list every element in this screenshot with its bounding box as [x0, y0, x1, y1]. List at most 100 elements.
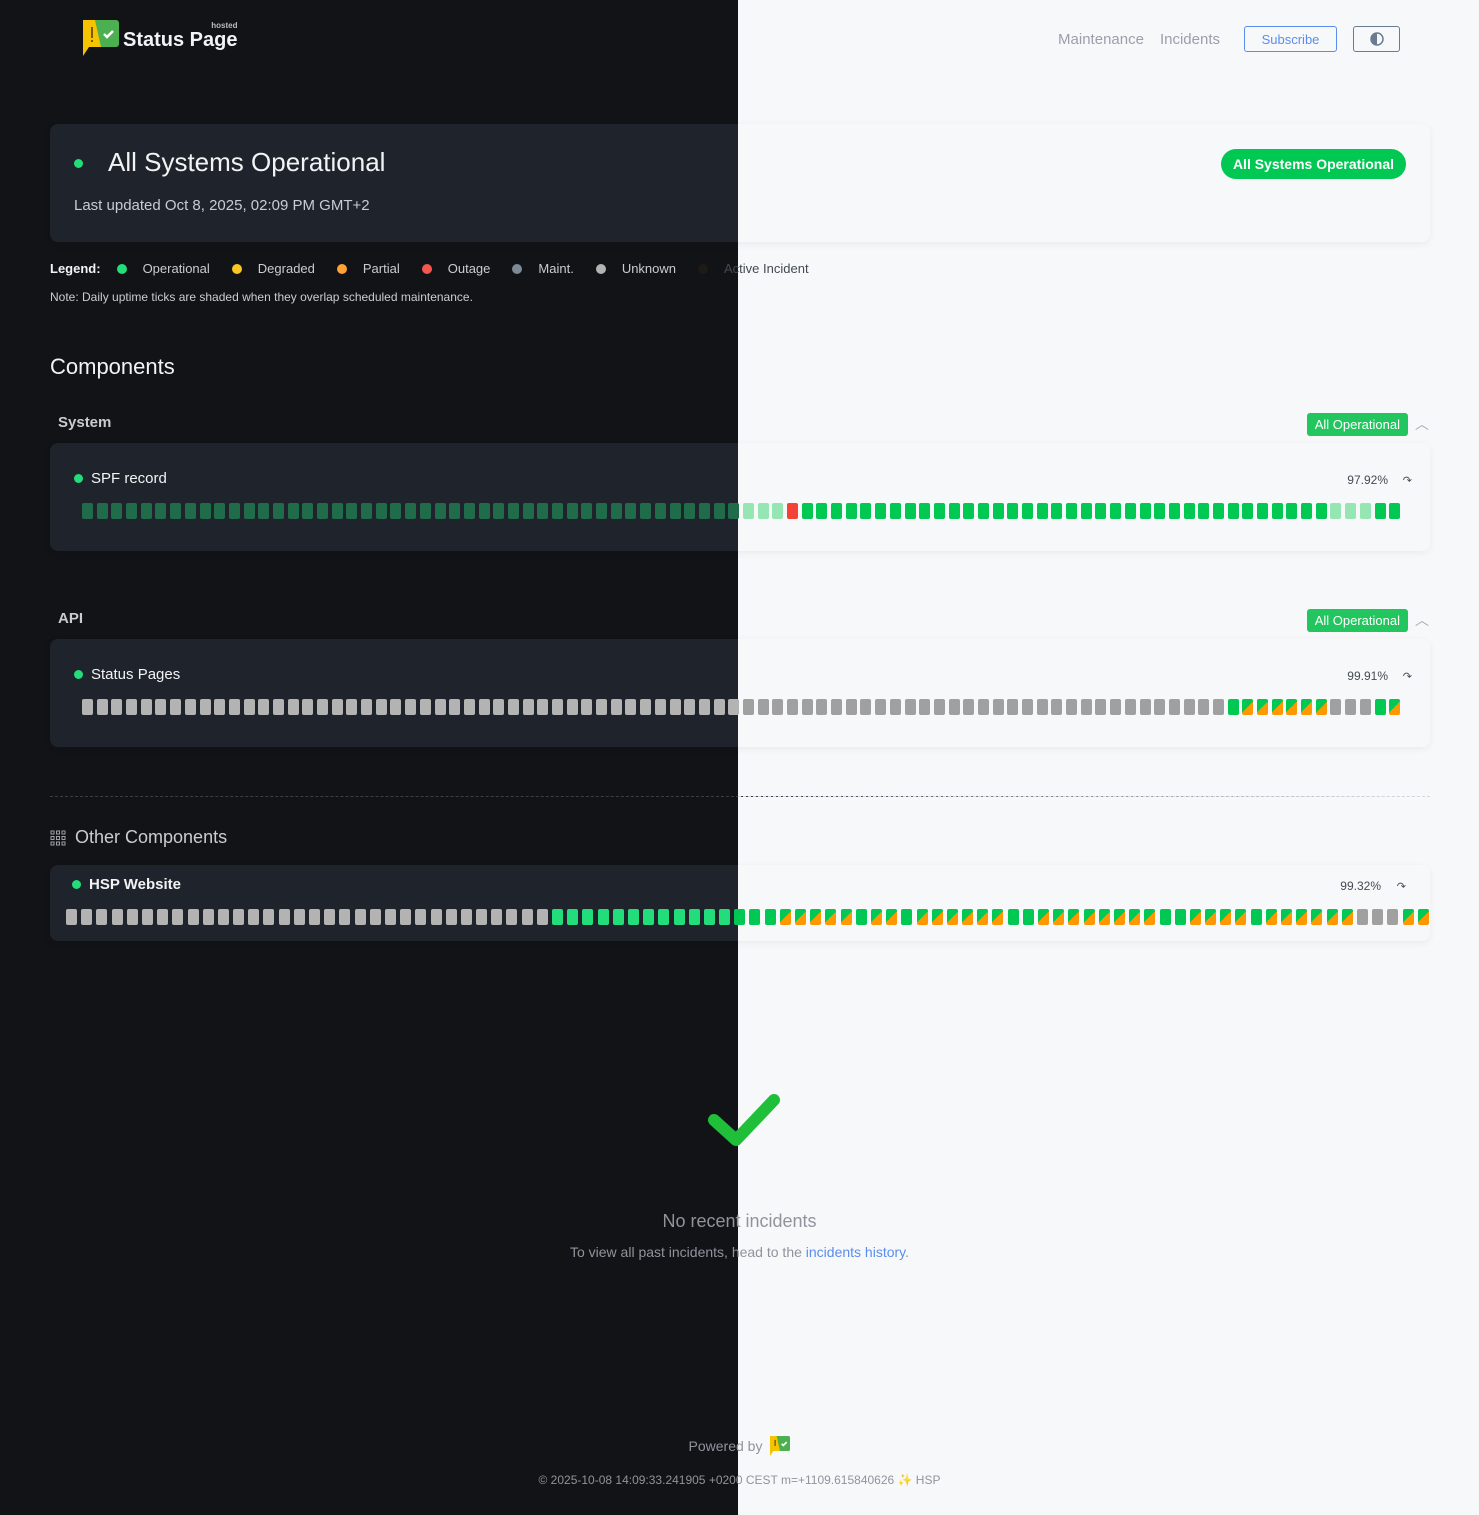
uptime-tick-shaded[interactable] [493, 503, 505, 519]
uptime-tick-unknown[interactable] [155, 699, 167, 715]
uptime-tick-operational[interactable] [643, 909, 655, 925]
uptime-tick-unknown[interactable] [126, 699, 138, 715]
uptime-tick-shaded[interactable] [669, 503, 681, 519]
uptime-tick-partial[interactable] [825, 909, 837, 925]
uptime-tick-operational[interactable] [963, 503, 975, 519]
uptime-tick-shaded[interactable] [346, 503, 358, 519]
uptime-tick-shaded[interactable] [449, 503, 461, 519]
uptime-tick-unknown[interactable] [460, 909, 472, 925]
uptime-tick-unknown[interactable] [170, 699, 182, 715]
uptime-tick-partial[interactable] [1113, 909, 1125, 925]
uptime-tick-shaded[interactable] [507, 503, 519, 519]
uptime-tick-unknown[interactable] [434, 699, 446, 715]
uptime-tick-shaded[interactable] [184, 503, 196, 519]
uptime-tick-unknown[interactable] [111, 699, 123, 715]
uptime-tick-unknown[interactable] [248, 909, 260, 925]
uptime-tick-unknown[interactable] [860, 699, 872, 715]
uptime-tick-operational[interactable] [933, 503, 945, 519]
uptime-tick-partial[interactable] [1235, 909, 1247, 925]
uptime-tick-operational[interactable] [1257, 503, 1268, 519]
uptime-tick-unknown[interactable] [1124, 699, 1136, 715]
uptime-tick-unknown[interactable] [904, 699, 916, 715]
uptime-tick-partial[interactable] [1326, 909, 1338, 925]
uptime-tick-unknown[interactable] [845, 699, 857, 715]
uptime-tick-operational[interactable] [1066, 503, 1078, 519]
uptime-tick-unknown[interactable] [361, 699, 373, 715]
uptime-tick-operational[interactable] [1212, 503, 1224, 519]
uptime-tick-shaded[interactable] [287, 503, 299, 519]
uptime-tick-unknown[interactable] [302, 699, 314, 715]
uptime-tick-operational[interactable] [816, 503, 828, 519]
uptime-tick-shaded[interactable] [126, 503, 138, 519]
uptime-tick-partial[interactable] [1296, 909, 1308, 925]
uptime-tick-operational[interactable] [1242, 503, 1254, 519]
uptime-tick-unknown[interactable] [919, 699, 931, 715]
uptime-tick-unknown[interactable] [478, 699, 490, 715]
uptime-tick-unknown[interactable] [816, 699, 828, 715]
uptime-tick-operational[interactable] [1301, 503, 1313, 519]
uptime-tick-partial[interactable] [779, 909, 791, 925]
uptime-tick-shaded[interactable] [375, 503, 387, 519]
uptime-tick-operational[interactable] [749, 909, 761, 925]
uptime-tick-unknown[interactable] [684, 699, 696, 715]
uptime-tick-unknown[interactable] [140, 699, 152, 715]
uptime-tick-unknown[interactable] [199, 699, 211, 715]
uptime-tick-unknown[interactable] [331, 699, 343, 715]
uptime-tick-unknown[interactable] [445, 909, 457, 925]
uptime-tick-unknown[interactable] [1212, 699, 1224, 715]
uptime-tick-operational[interactable] [904, 503, 916, 519]
uptime-tick-operational[interactable] [658, 909, 670, 925]
uptime-tick-partial[interactable] [1038, 909, 1049, 925]
uptime-tick-operational[interactable] [1374, 699, 1386, 715]
uptime-tick-partial[interactable] [1389, 699, 1401, 715]
uptime-tick-partial[interactable] [886, 909, 898, 925]
uptime-tick-unknown[interactable] [1330, 699, 1342, 715]
uptime-tick-unknown[interactable] [96, 699, 108, 715]
uptime-tick-unknown[interactable] [1356, 909, 1368, 925]
uptime-tick-unknown[interactable] [801, 699, 813, 715]
logo-icon[interactable] [770, 1436, 791, 1456]
uptime-tick-unknown[interactable] [1345, 699, 1357, 715]
uptime-tick-shaded[interactable] [390, 503, 402, 519]
uptime-tick-partial[interactable] [1311, 909, 1323, 925]
uptime-tick-unknown[interactable] [400, 909, 412, 925]
uptime-tick-partial[interactable] [977, 909, 989, 925]
uptime-tick-operational[interactable] [597, 909, 609, 925]
uptime-tick-unknown[interactable] [172, 909, 184, 925]
uptime-tick-operational[interactable] [889, 503, 901, 519]
logo[interactable]: Status Page hosted [83, 20, 237, 56]
uptime-tick-unknown[interactable] [1139, 699, 1151, 715]
uptime-tick-operational[interactable] [1080, 503, 1092, 519]
uptime-tick-shaded[interactable] [581, 503, 593, 519]
uptime-tick-unknown[interactable] [581, 699, 593, 715]
uptime-tick-unknown[interactable] [278, 909, 290, 925]
uptime-tick-shaded[interactable] [155, 503, 167, 519]
uptime-tick-unknown[interactable] [493, 699, 505, 715]
uptime-tick-unknown[interactable] [384, 909, 396, 925]
uptime-tick-operational[interactable] [1227, 503, 1239, 519]
uptime-tick-operational[interactable] [1174, 909, 1186, 925]
uptime-tick-operational[interactable] [992, 503, 1004, 519]
uptime-tick-unknown[interactable] [992, 699, 1004, 715]
uptime-tick-unknown[interactable] [449, 699, 461, 715]
uptime-tick-unknown[interactable] [491, 909, 503, 925]
uptime-tick-operational[interactable] [1389, 503, 1401, 519]
uptime-tick-operational[interactable] [875, 503, 887, 519]
uptime-tick-partial[interactable] [946, 909, 958, 925]
uptime-tick-unknown[interactable] [521, 909, 533, 925]
uptime-tick-shaded[interactable] [772, 503, 784, 519]
uptime-tick-shaded[interactable] [317, 503, 328, 519]
uptime-tick-unknown[interactable] [831, 699, 843, 715]
uptime-tick-operational[interactable] [673, 909, 685, 925]
uptime-tick-operational[interactable] [764, 909, 776, 925]
uptime-tick-operational[interactable] [1139, 503, 1151, 519]
uptime-tick-unknown[interactable] [728, 699, 740, 715]
uptime-tick-unknown[interactable] [258, 699, 270, 715]
uptime-tick-unknown[interactable] [506, 909, 518, 925]
uptime-tick-unknown[interactable] [772, 699, 784, 715]
uptime-tick-unknown[interactable] [1051, 699, 1063, 715]
uptime-tick-unknown[interactable] [309, 909, 320, 925]
uptime-tick-operational[interactable] [1007, 909, 1019, 925]
uptime-tick-unknown[interactable] [96, 909, 108, 925]
uptime-tick-operational[interactable] [1095, 503, 1107, 519]
